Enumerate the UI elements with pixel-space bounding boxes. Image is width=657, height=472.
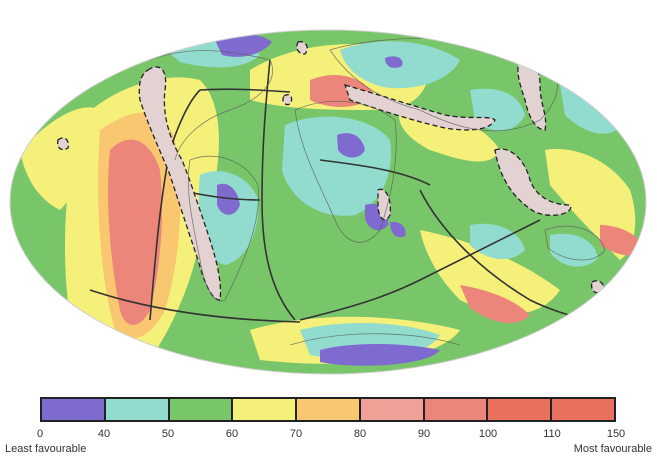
color-scale-bar	[40, 397, 616, 422]
scale-segment-110-150	[552, 399, 615, 420]
south-america-coastline	[187, 155, 259, 302]
african-rift-boundary	[319, 159, 431, 186]
canada-purple-region	[215, 34, 272, 57]
new-zealand-small-zone	[590, 280, 604, 294]
indonesia-subduction-zone	[494, 148, 572, 216]
favourability-field	[10, 30, 646, 374]
africa-coastline	[294, 100, 397, 243]
east-african-rift-zone	[377, 188, 392, 221]
scale-segment-90-100	[424, 399, 489, 420]
scale-tick-label: 100	[478, 428, 498, 440]
southwest-indian-ridge-boundary	[299, 219, 541, 321]
scale-tick-label: 70	[289, 428, 303, 440]
scale-tick-label: 110	[543, 428, 561, 440]
sahara-purple-region	[337, 133, 365, 158]
scale-tick-label: 60	[225, 428, 239, 440]
mid-atlantic-ridge-boundary	[261, 59, 296, 321]
globe-outline	[9, 29, 647, 375]
west-pacific-edge-yellow	[20, 107, 100, 210]
coastlines	[149, 37, 606, 346]
scale-tick-label: 80	[353, 428, 367, 440]
scale-tick-label: 40	[97, 428, 111, 440]
scale-segment-70-80	[297, 399, 361, 420]
scale-segment-50-60	[169, 399, 234, 420]
southeast-indian-ridge-red-band	[460, 285, 530, 324]
australia-cyan-region	[550, 233, 598, 267]
scale-segment-100-110	[488, 399, 553, 420]
scandinavia-purple-region	[385, 56, 403, 68]
north-american-plate-boundary	[199, 88, 291, 93]
east-africa-purple-region	[390, 221, 406, 238]
antarctica-coastline	[289, 333, 461, 346]
azores-small-zone	[282, 94, 293, 106]
pacific-antarctic-ridge-boundary	[89, 289, 301, 323]
north-america-coastline	[149, 50, 273, 161]
most-favourable-label: Most favourable	[573, 443, 652, 455]
north-pacific-cyan-region	[560, 85, 622, 134]
scale-segment-60-70	[233, 399, 298, 420]
greenland-small-zone	[296, 41, 308, 55]
scale-segment-80-90	[360, 399, 425, 420]
tonga-red-patch	[600, 225, 645, 256]
south-america-cyan-region	[198, 171, 259, 265]
australia-coastline	[544, 225, 606, 261]
antarctica-purple-region	[320, 344, 440, 366]
hawaii-small-zone	[56, 137, 70, 151]
scale-tick-label: 50	[161, 428, 175, 440]
americas-subduction-zone	[138, 66, 222, 301]
east-pacific-rise-red-band	[108, 139, 162, 325]
africa-cyan-region	[282, 116, 391, 216]
world-map	[9, 29, 647, 375]
scale-segment-40-50	[105, 399, 170, 420]
scale-tick-label: 150	[606, 428, 626, 440]
scale-tick-label: 0	[36, 428, 44, 440]
scale-segment-0-40	[42, 399, 106, 420]
scale-tick-label: 90	[417, 428, 431, 440]
least-favourable-label: Least favourable	[5, 443, 87, 455]
